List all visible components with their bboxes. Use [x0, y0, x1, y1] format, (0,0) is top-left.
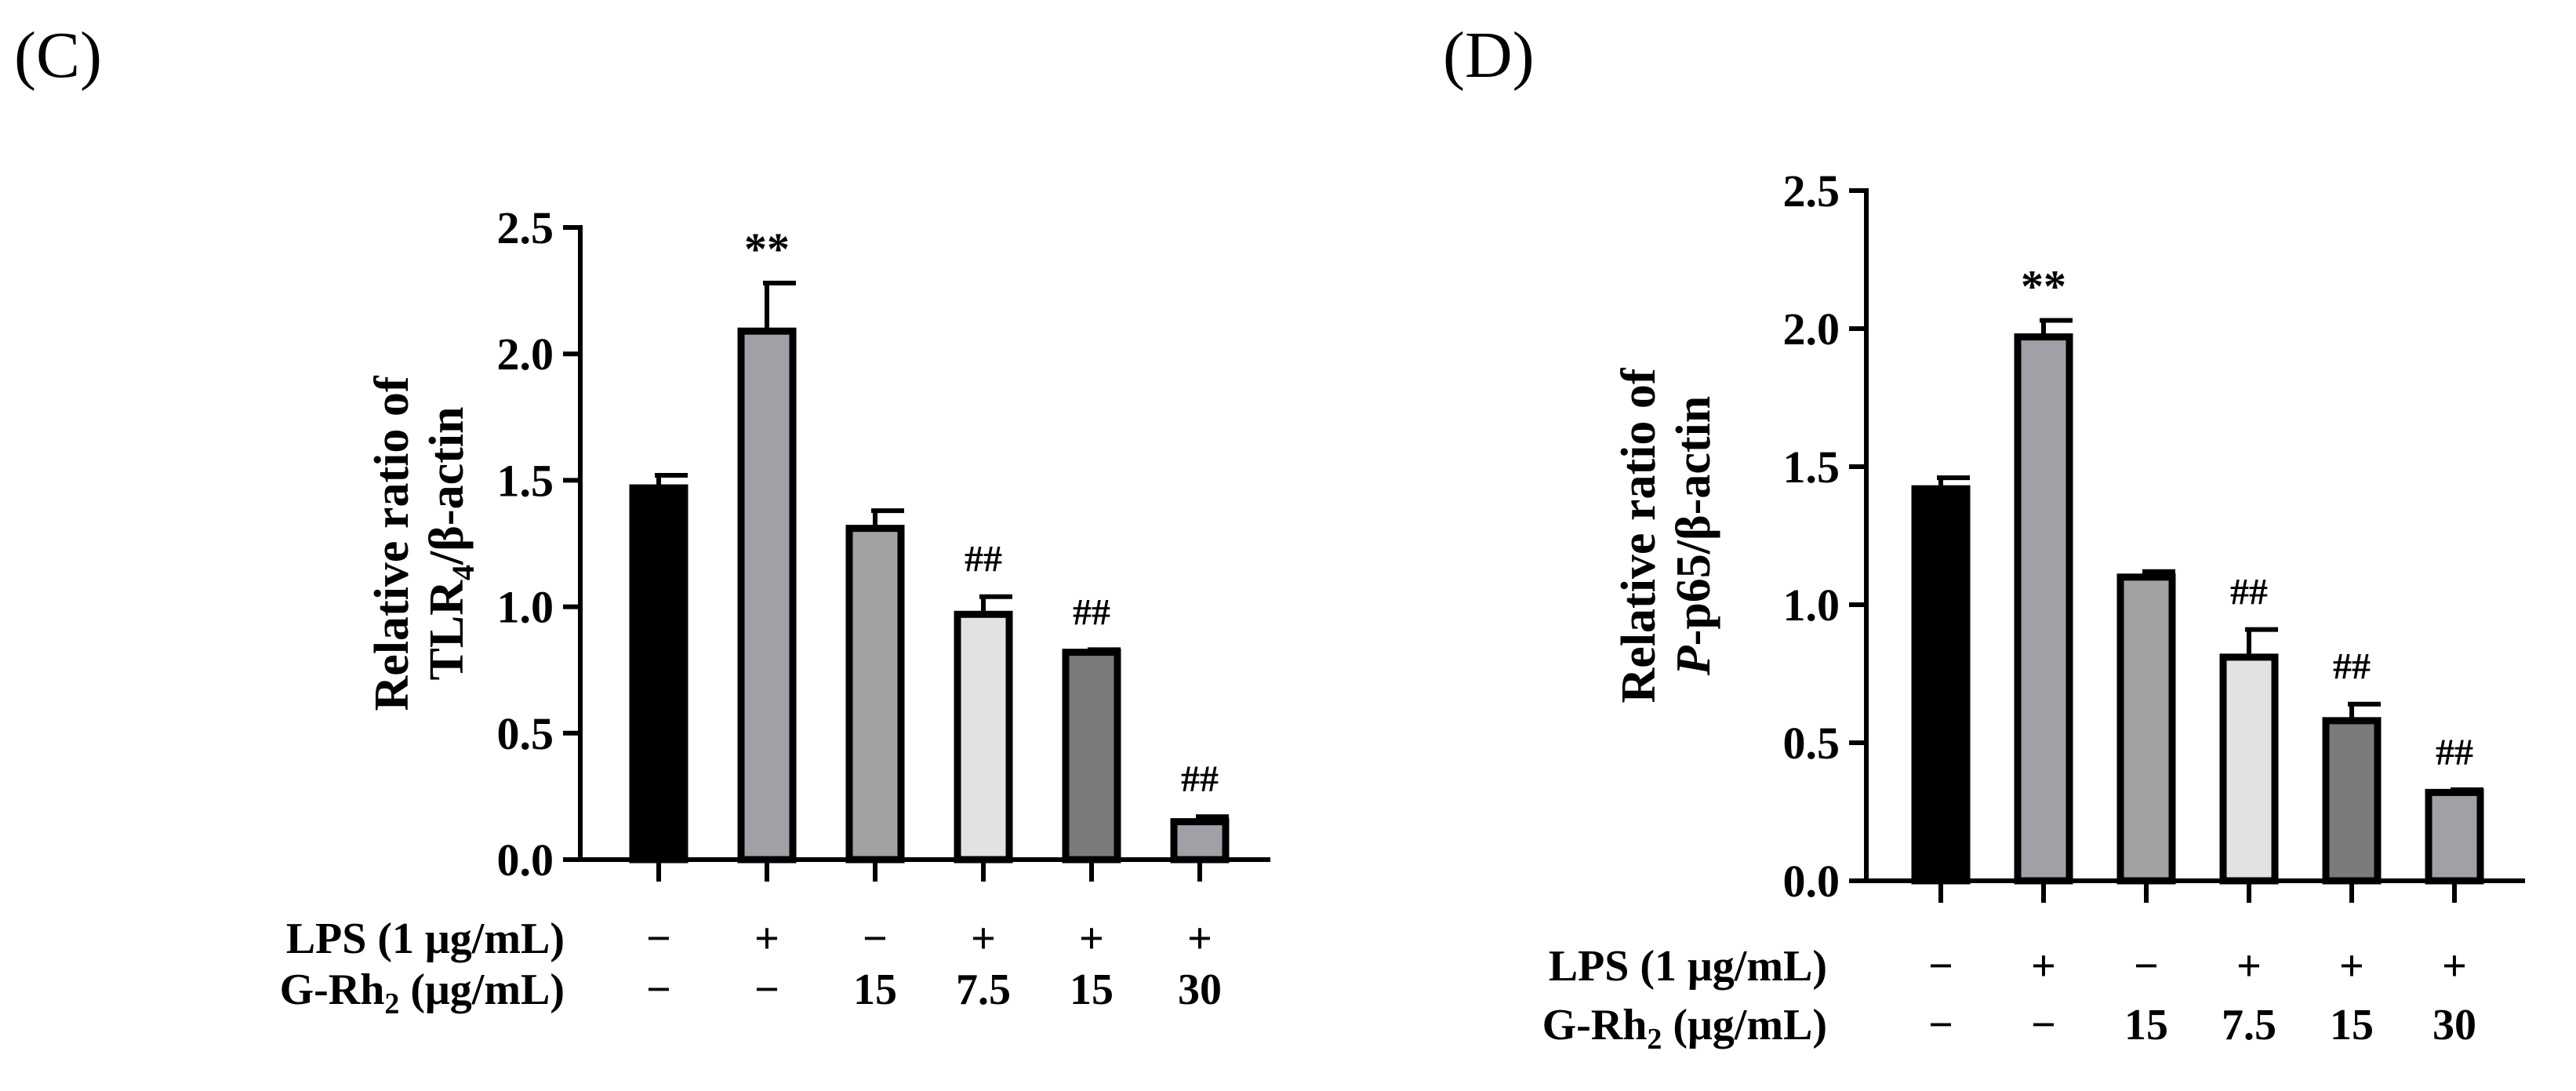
bar [1170, 818, 1230, 864]
condition-value: + [2236, 942, 2262, 991]
bar [2014, 333, 2073, 885]
significance-hash: ## [1073, 591, 1110, 633]
condition-value: − [646, 915, 671, 963]
condition-value: 7.5 [956, 966, 1011, 1014]
condition-value: − [754, 966, 779, 1014]
y-tick-label: 2.0 [1783, 304, 1840, 355]
condition-value: + [754, 915, 779, 963]
bar [1911, 485, 1971, 885]
condition-value: − [646, 966, 671, 1014]
y-tick-label: 0.5 [497, 708, 554, 759]
y-tick-label: 0.5 [1783, 718, 1840, 769]
y-axis-label-line2: P-p65/β-actin [1667, 396, 1720, 676]
condition-value: 30 [2432, 1001, 2476, 1049]
chart-panel-d: (D) 0.0 0.5 1.0 1.5 2.0 2.5 Relative ratio of P-… [1443, 19, 2525, 1056]
y-tick-label: 1.5 [497, 455, 554, 506]
bar [629, 484, 689, 864]
chart-panel-c: (C) 0.0 0.5 1.0 1.5 2.0 2.5 Relative ratio of TL… [14, 19, 1270, 1020]
y-tick-label: 0.0 [1783, 856, 1840, 907]
condition-value: 7.5 [2222, 1001, 2276, 1049]
bar [737, 327, 797, 864]
condition-value: 15 [1070, 966, 1114, 1014]
significance-hash: ## [1181, 758, 1219, 800]
y-axis-label-line1: Relative ratio of [365, 375, 419, 711]
condition-value: + [2031, 942, 2056, 991]
condition-row-label: LPS (1 μg/mL) [286, 915, 565, 963]
condition-value: 15 [2330, 1001, 2374, 1049]
y-tick-label: 1.5 [1783, 442, 1840, 493]
significance-hash: ## [2436, 732, 2473, 773]
condition-value: + [1079, 915, 1104, 963]
condition-value: 30 [1178, 966, 1222, 1014]
y-axis-label-line1: Relative ratio of [1612, 367, 1666, 703]
condition-value: 15 [2124, 1001, 2168, 1049]
y-tick-label: 2.5 [1783, 165, 1840, 216]
y-tick-label: 2.0 [497, 329, 554, 380]
significance-hash: ## [965, 539, 1002, 580]
panel-label: (D) [1443, 19, 1535, 92]
significance-stars: ** [744, 224, 790, 275]
bar [2116, 573, 2176, 885]
condition-value: + [2339, 942, 2364, 991]
significance-hash: ## [2230, 572, 2268, 613]
y-tick-label: 1.0 [1783, 580, 1840, 631]
panel-label: (C) [14, 19, 102, 92]
condition-value: − [2134, 942, 2159, 991]
condition-value: + [971, 915, 996, 963]
condition-value: 15 [853, 966, 897, 1014]
bar [2219, 653, 2279, 885]
y-axis-label-line2: TLR4/β-actin [420, 407, 481, 681]
bar [2322, 717, 2382, 885]
condition-value: − [2031, 1001, 2056, 1049]
condition-value: − [1928, 1001, 1953, 1049]
significance-stars: ** [2021, 260, 2066, 311]
condition-value: + [1187, 915, 1212, 963]
bar [954, 610, 1013, 864]
condition-row-label: G-Rh2 (μg/mL) [280, 966, 565, 1020]
bar [1062, 649, 1121, 864]
bar [845, 525, 905, 864]
condition-value: − [863, 915, 888, 963]
condition-value: + [2442, 942, 2467, 991]
y-tick-label: 2.5 [497, 202, 554, 253]
condition-value: − [1928, 942, 1953, 991]
y-tick-label: 0.0 [497, 835, 554, 886]
bar [2425, 788, 2484, 885]
significance-hash: ## [2333, 646, 2371, 688]
condition-row-label: LPS (1 μg/mL) [1549, 942, 1827, 991]
y-tick-label: 1.0 [497, 582, 554, 633]
condition-row-label: G-Rh2 (μg/mL) [1542, 1001, 1827, 1056]
